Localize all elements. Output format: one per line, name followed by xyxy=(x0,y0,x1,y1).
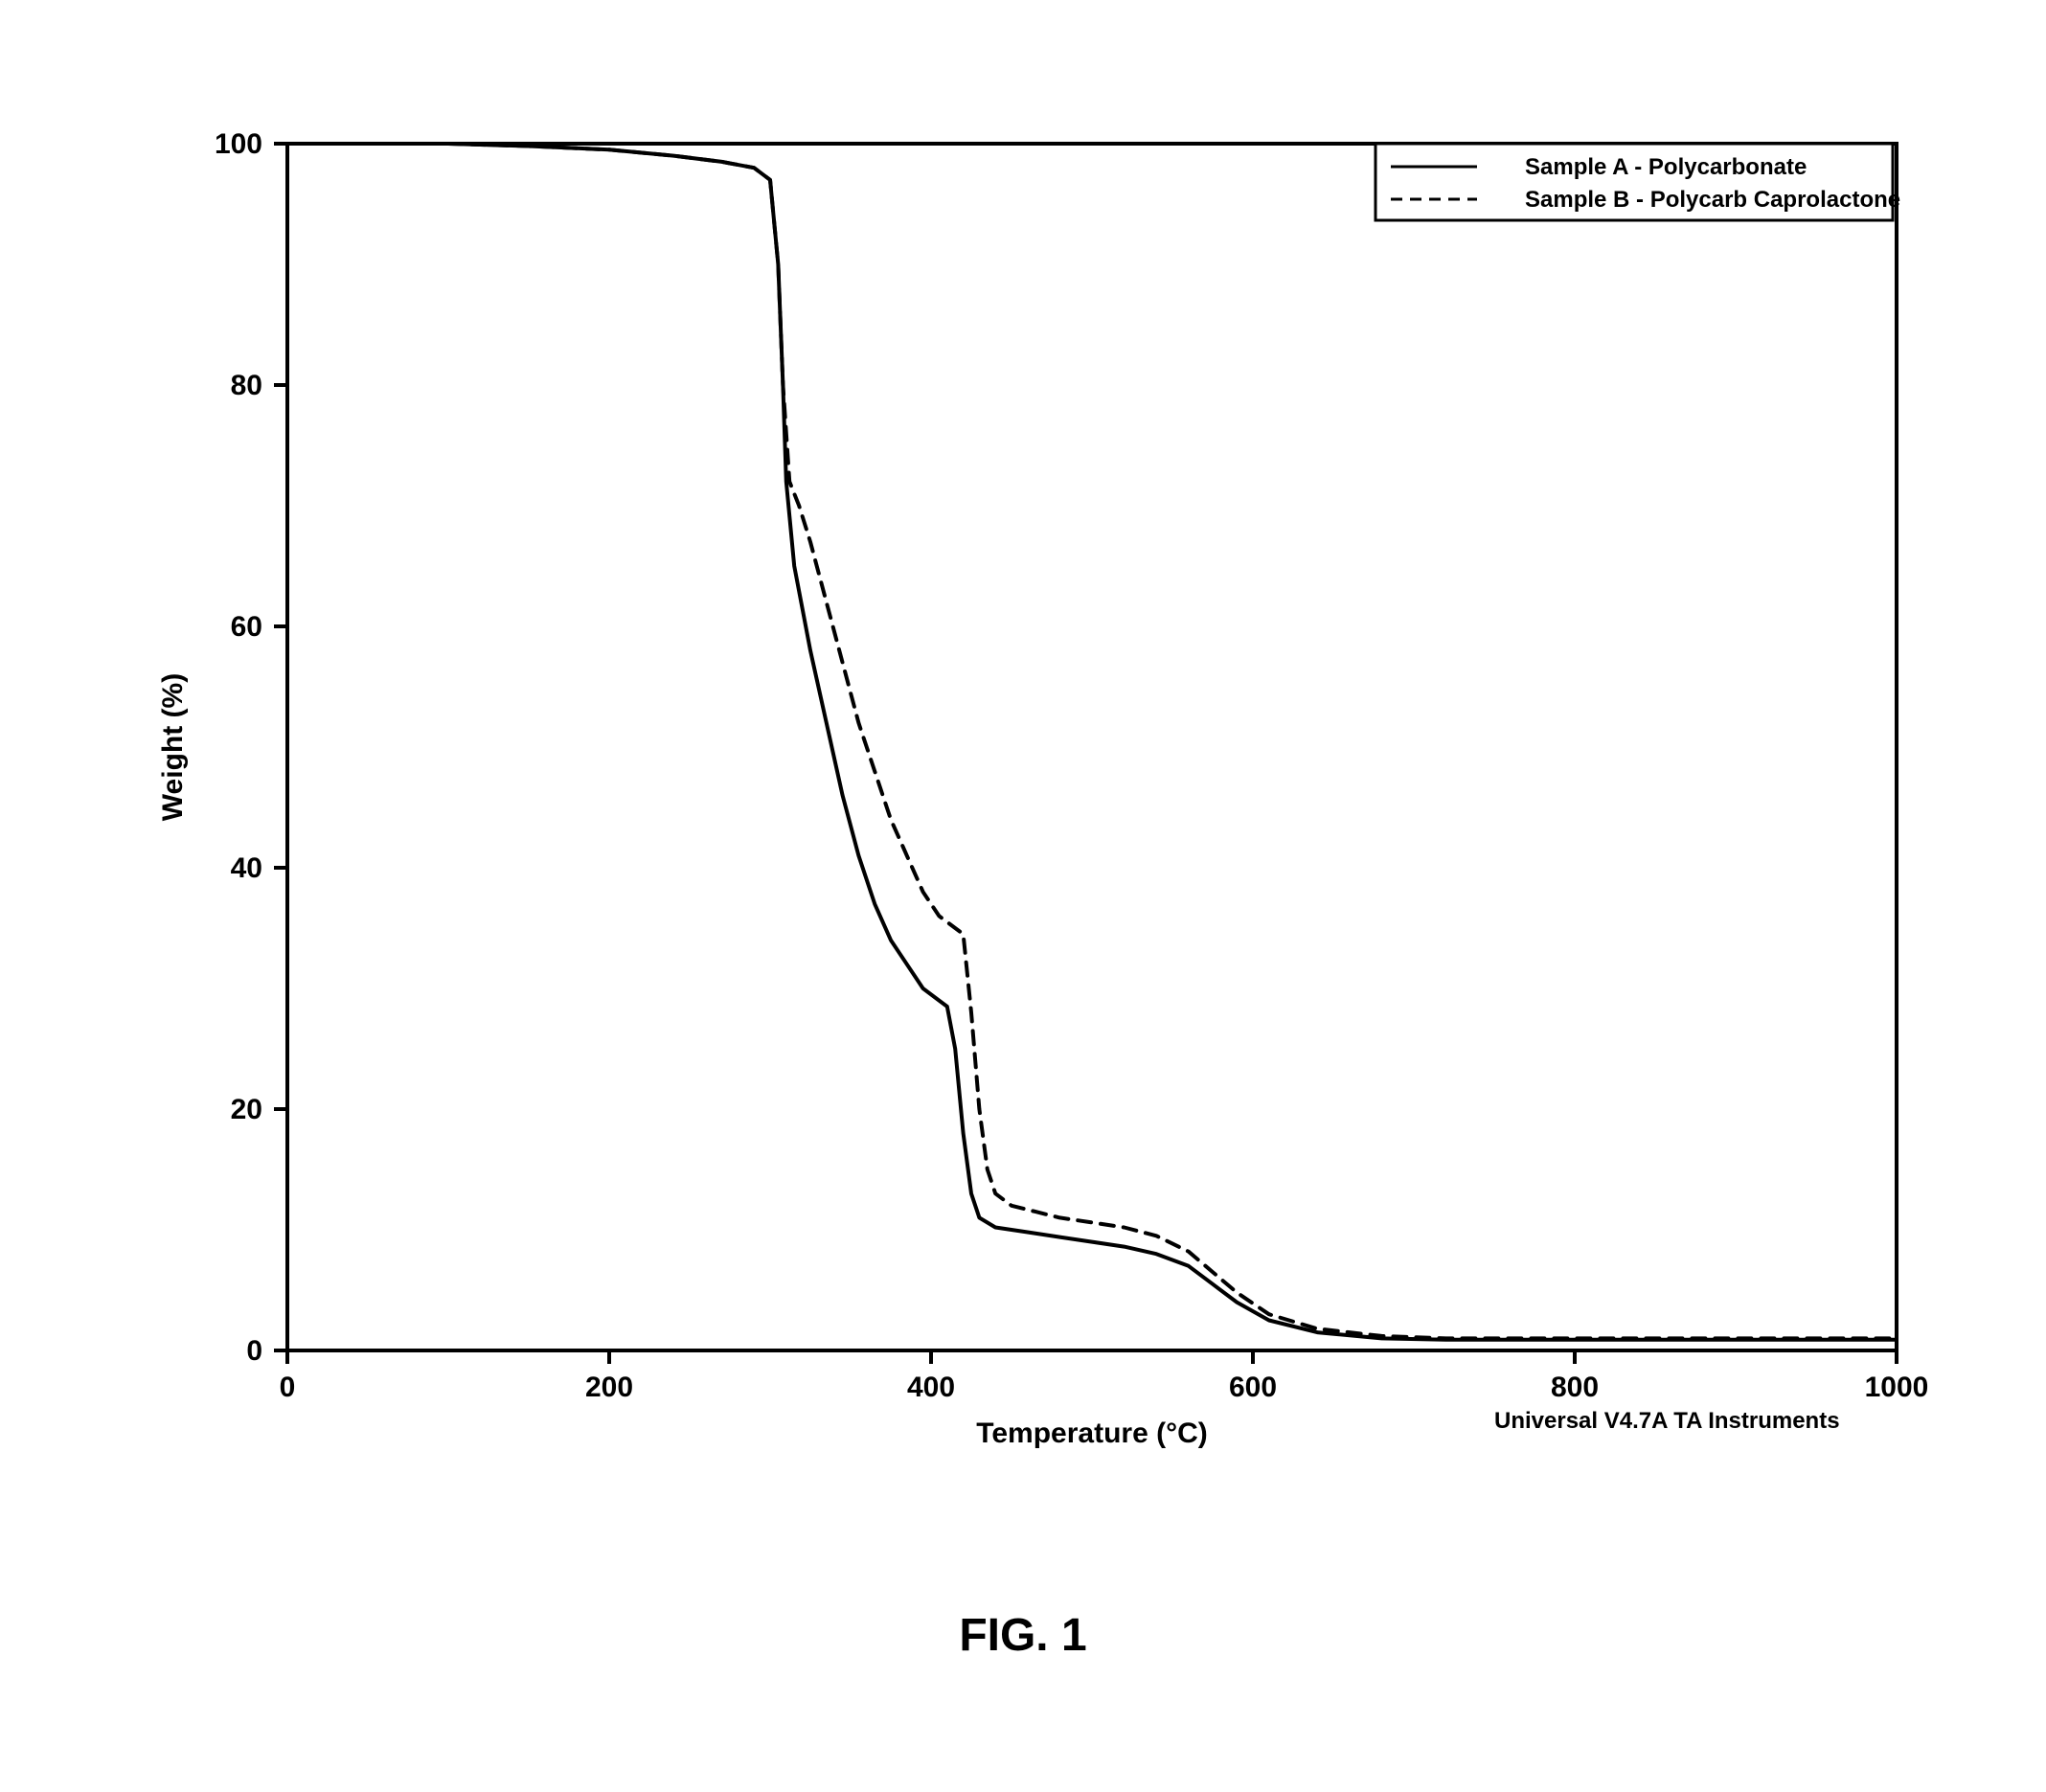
series-line xyxy=(287,144,1897,1340)
x-tick-label: 1000 xyxy=(1865,1372,1929,1403)
x-axis-label: Temperature (°C) xyxy=(976,1418,1207,1449)
figure-caption: FIG. 1 xyxy=(0,1609,2046,1662)
x-tick-label: 600 xyxy=(1229,1372,1277,1403)
tga-chart: 0 200 400 600 800 1000 0 20 40 60 80 100 Temperature… xyxy=(115,115,1931,1504)
y-tick-label: 100 xyxy=(215,128,262,160)
plot-frame xyxy=(287,144,1897,1350)
x-tick-label: 400 xyxy=(907,1372,955,1403)
y-axis-label: Weight (%) xyxy=(157,673,189,821)
y-tick-label: 0 xyxy=(246,1335,262,1367)
x-tick-label: 200 xyxy=(585,1372,633,1403)
y-tick-label: 60 xyxy=(231,611,262,643)
legend-label: Sample A - Polycarbonate xyxy=(1525,154,1807,180)
x-tick-label: 800 xyxy=(1551,1372,1599,1403)
x-tick-label: 0 xyxy=(280,1372,296,1403)
y-tick-label: 40 xyxy=(231,852,262,884)
series-line xyxy=(287,144,1897,1338)
y-tick-label: 20 xyxy=(231,1094,262,1125)
legend-label: Sample B - Polycarb Caprolactone xyxy=(1525,187,1900,213)
y-tick-label: 80 xyxy=(231,370,262,401)
instrument-footer: Universal V4.7A TA Instruments xyxy=(1494,1408,1840,1435)
